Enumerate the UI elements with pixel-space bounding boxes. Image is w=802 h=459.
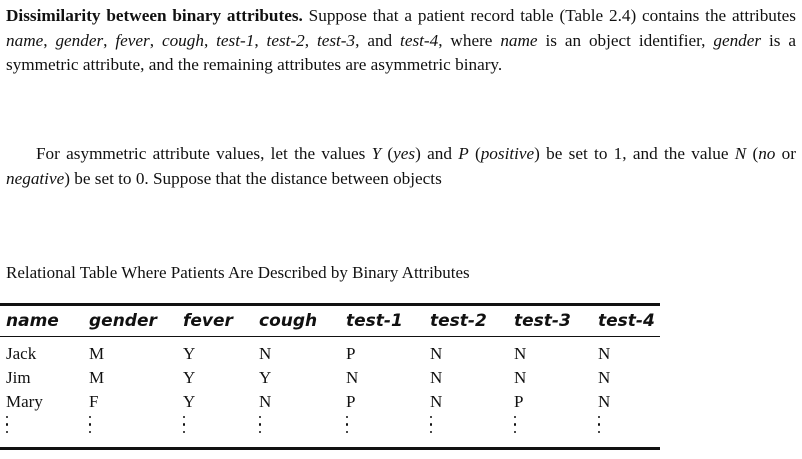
text-run: is a symmetric attribute, and the remain… — [6, 30, 796, 75]
column-header-gender: gender — [89, 310, 157, 331]
text-run: , and — [355, 30, 401, 50]
vertical-ellipsis-cell — [511, 414, 595, 450]
text-run: , — [103, 30, 116, 50]
vertical-ellipsis-cell — [180, 414, 256, 450]
table-cell: P — [346, 344, 356, 363]
table-cell: Mary — [6, 392, 43, 411]
term-yes: yes — [393, 144, 416, 163]
text-run: , — [254, 30, 267, 50]
table-cell: M — [89, 368, 105, 387]
table-row: Jim M Y Y N N N N — [3, 366, 663, 390]
text-run: ( — [468, 144, 481, 163]
table-cell: N — [430, 392, 443, 411]
text-run: is an object identifier, — [537, 30, 714, 50]
text-run: , — [43, 30, 56, 50]
table-cell: Y — [183, 392, 196, 411]
table-cell: P — [346, 392, 356, 411]
table-cell: Jack — [6, 344, 37, 363]
table-cell: N — [598, 392, 611, 411]
vertical-ellipsis-icon — [598, 416, 602, 438]
table-header-row: name gender fever cough test-1 test-2 te… — [3, 305, 663, 336]
table-row: Jack M Y N P N N N — [3, 336, 663, 366]
vertical-ellipsis-icon — [430, 416, 434, 438]
attribute-gender-term: gender — [55, 30, 104, 50]
table-cell: F — [89, 392, 99, 411]
table-cell: N — [598, 344, 611, 363]
values-paragraph: For asymmetric attribute values, let the… — [6, 142, 796, 191]
column-header-fever: fever — [183, 310, 233, 331]
table-bottom-rule — [0, 447, 660, 450]
text-run: Suppose that a patient record table (Tab… — [302, 6, 796, 25]
table-caption: Relational Table Where Patients Are Desc… — [6, 263, 470, 282]
column-header-test-3: test-3 — [514, 310, 571, 331]
symbol-p: P — [458, 144, 469, 163]
text-run: , — [304, 30, 317, 50]
table-cell: N — [259, 344, 272, 363]
gender-reference: gender — [713, 30, 762, 50]
text-run: ) be set to 1, and the value — [534, 144, 735, 163]
symbol-n: N — [734, 144, 747, 163]
table-cell: P — [514, 392, 524, 411]
text-run: For asymmetric attribute values, let the… — [36, 144, 372, 163]
table-cell: N — [430, 344, 443, 363]
column-header-test-1: test-1 — [346, 310, 403, 331]
table-cell: M — [89, 344, 105, 363]
text-run: ( — [746, 144, 759, 163]
table-cell: N — [430, 368, 443, 387]
symbol-y: Y — [371, 144, 382, 163]
text-run: ) and — [415, 144, 459, 163]
table-cell: N — [346, 368, 359, 387]
text-run: ) be set to 0. Suppose that the distance… — [64, 168, 442, 188]
attribute-name-term: name — [6, 30, 44, 50]
table-top-rule — [0, 303, 660, 306]
vertical-ellipsis-cell — [343, 414, 427, 450]
column-header-test-2: test-2 — [430, 310, 487, 331]
term-negative: negative — [6, 168, 65, 188]
paragraph-heading: Dissimilarity between binary attributes. — [6, 6, 303, 25]
vertical-ellipsis-cell — [427, 414, 511, 450]
attribute-test1-term: test-1 — [216, 30, 255, 50]
attribute-test3-term: test-3 — [316, 30, 356, 50]
text-run: , — [203, 30, 217, 50]
text-run: ( — [381, 144, 394, 163]
vertical-ellipsis-icon — [6, 416, 10, 438]
attribute-test4-term: test-4 — [400, 30, 439, 50]
table-cell: N — [514, 368, 527, 387]
text-run: or — [775, 144, 796, 163]
name-reference: name — [500, 30, 538, 50]
text-run: , where — [438, 30, 501, 50]
table-continuation-row — [3, 414, 663, 450]
vertical-ellipsis-icon — [346, 416, 350, 438]
table-cell: Y — [183, 344, 196, 363]
table-cell: N — [514, 344, 527, 363]
term-no: no — [758, 144, 776, 163]
table-cell: Y — [259, 368, 272, 387]
vertical-ellipsis-icon — [514, 416, 518, 438]
term-positive: positive — [480, 144, 535, 163]
attribute-cough-term: cough — [161, 30, 204, 50]
text-run: , — [149, 30, 162, 50]
table-cell: Jim — [6, 368, 31, 387]
vertical-ellipsis-icon — [183, 416, 187, 438]
intro-paragraph: Dissimilarity between binary attributes.… — [6, 4, 796, 78]
attribute-fever-term: fever — [115, 30, 150, 50]
table-cell: N — [598, 368, 611, 387]
vertical-ellipsis-cell — [595, 414, 663, 450]
vertical-ellipsis-icon — [89, 416, 93, 438]
vertical-ellipsis-icon — [259, 416, 263, 438]
table-cell: N — [259, 392, 272, 411]
column-header-test-4: test-4 — [598, 310, 655, 331]
vertical-ellipsis-cell — [3, 414, 86, 450]
column-header-cough: cough — [259, 310, 318, 331]
vertical-ellipsis-cell — [256, 414, 343, 450]
vertical-ellipsis-cell — [86, 414, 180, 450]
patient-record-table: name gender fever cough test-1 test-2 te… — [3, 305, 663, 450]
table-cell: Y — [183, 368, 196, 387]
column-header-name: name — [6, 310, 59, 331]
table-row: Mary F Y N P N P N — [3, 390, 663, 414]
attribute-test2-term: test-2 — [266, 30, 305, 50]
table-header-rule — [0, 336, 660, 337]
